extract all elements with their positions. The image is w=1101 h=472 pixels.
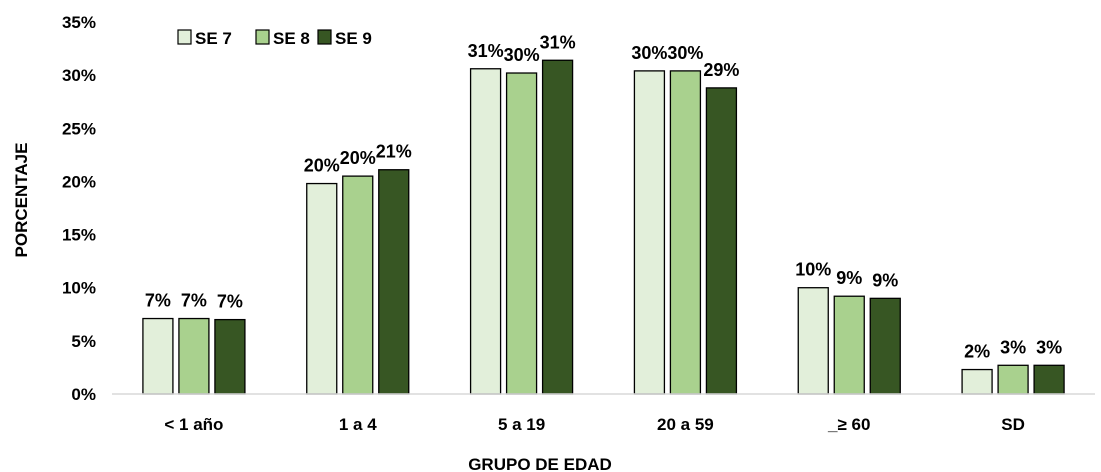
bar-se-7 xyxy=(142,317,174,395)
legend: SE 7 SE 8 SE 9 xyxy=(177,29,372,48)
x-tick-label: < 1 año xyxy=(164,415,223,434)
x-axis-ticks: < 1 año 1 a 4 5 a 19 20 a 59 _≥ 60 SD xyxy=(164,415,1025,434)
x-tick-label: 1 a 4 xyxy=(339,415,377,434)
bar-se-9 xyxy=(869,297,901,395)
bar-se-9 xyxy=(1033,364,1065,395)
y-tick-label: 15% xyxy=(62,226,96,245)
bar-se-9 xyxy=(214,318,246,395)
bar-se-8 xyxy=(833,295,865,395)
y-tick-label: 5% xyxy=(71,332,96,351)
x-tick-label: 5 a 19 xyxy=(498,415,545,434)
data-label: 21% xyxy=(376,142,412,162)
y-tick-label: 10% xyxy=(62,279,96,298)
data-label: 31% xyxy=(540,32,576,52)
data-labels: 7% 7% 7%20% 20% 21%31% 30%31%30% 30%29%10% 9% 9%… xyxy=(145,32,1062,361)
data-label: 7% xyxy=(181,291,207,311)
legend-label: SE 7 xyxy=(195,29,232,48)
x-tick-label: SD xyxy=(1001,415,1025,434)
data-label: 30% xyxy=(504,45,540,65)
data-label: 2% xyxy=(964,342,990,362)
bar-se-7 xyxy=(306,182,338,395)
bar-se-9 xyxy=(541,59,574,395)
y-tick-label: 25% xyxy=(62,119,96,138)
data-label: 9% xyxy=(872,270,898,290)
x-tick-label: 20 a 59 xyxy=(657,415,714,434)
data-label: 7% xyxy=(145,291,171,311)
data-label: 3% xyxy=(1036,337,1062,357)
data-label: 20% xyxy=(304,156,340,176)
data-label: 9% xyxy=(836,268,862,288)
data-label: 20% xyxy=(340,148,376,168)
data-label: 30% xyxy=(667,43,703,63)
bar-se-8 xyxy=(669,70,702,395)
bar-se-8 xyxy=(505,72,538,395)
x-tick-label: _≥ 60 xyxy=(827,415,870,434)
x-axis-title: GRUPO DE EDAD xyxy=(468,455,612,472)
bar-se-8 xyxy=(178,317,210,395)
bar-se-7 xyxy=(469,68,502,395)
bar-se-8 xyxy=(997,364,1029,395)
y-axis-ticks: 0% 5% 10% 15% 20% 25% 30% 35% xyxy=(62,13,96,404)
data-label: 31% xyxy=(468,41,504,61)
legend-swatch xyxy=(255,29,270,45)
bar-se-9 xyxy=(378,169,410,395)
data-label: 29% xyxy=(703,60,739,80)
data-label: 7% xyxy=(217,292,243,312)
y-axis-title: PORCENTAJE xyxy=(12,143,31,258)
y-tick-label: 35% xyxy=(62,13,96,32)
y-tick-label: 0% xyxy=(71,385,96,404)
legend-swatch xyxy=(177,29,192,45)
data-label: 10% xyxy=(795,260,831,280)
bar-se-7 xyxy=(797,287,829,395)
legend-label: SE 8 xyxy=(273,29,310,48)
y-tick-label: 30% xyxy=(62,66,96,85)
bar-se-9 xyxy=(705,87,738,395)
bar-se-7 xyxy=(633,70,666,395)
data-label: 3% xyxy=(1000,337,1026,357)
bar-se-7 xyxy=(961,368,993,395)
bar-se-8 xyxy=(342,175,374,395)
y-tick-label: 20% xyxy=(62,172,96,191)
data-label: 30% xyxy=(631,43,667,63)
bars xyxy=(142,59,1065,395)
legend-swatch xyxy=(317,29,332,45)
legend-label: SE 9 xyxy=(335,29,372,48)
